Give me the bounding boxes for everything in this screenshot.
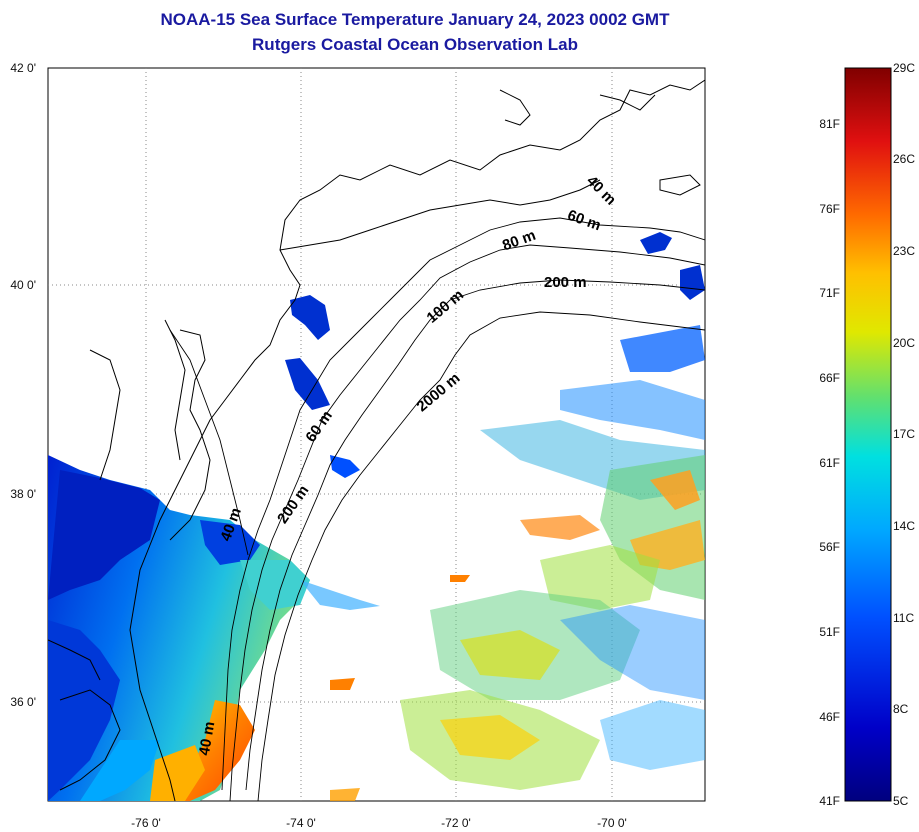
- colorbar: [844, 67, 892, 802]
- colorbar-c-label: 23C: [893, 244, 916, 258]
- latitude-label: 40 0': [10, 278, 36, 292]
- graticule: [48, 68, 705, 801]
- colorbar-c-label: 17C: [893, 427, 916, 441]
- longitude-label: -74 0': [286, 816, 316, 830]
- longitude-label: -70 0': [597, 816, 627, 830]
- longitude-label: -72 0': [441, 816, 471, 830]
- latitude-label: 38 0': [10, 487, 36, 501]
- isobaths: [169, 217, 705, 801]
- map-title: NOAA-15 Sea Surface Temperature January …: [160, 10, 670, 29]
- colorbar-f-label: 46F: [819, 710, 840, 724]
- colorbar-c-label: 8C: [893, 702, 909, 716]
- colorbar-c-label: 20C: [893, 336, 916, 350]
- map-subtitle: Rutgers Coastal Ocean Observation Lab: [252, 35, 578, 54]
- latitude-label: 42 0': [10, 61, 36, 75]
- coastline: [48, 79, 705, 801]
- sst-bay-patches: [285, 232, 705, 478]
- colorbar-f-label: 41F: [819, 794, 840, 808]
- colorbar-f-label: 66F: [819, 371, 840, 385]
- colorbar-f-label: 71F: [819, 286, 840, 300]
- longitude-label: -76 0': [131, 816, 161, 830]
- latitude-label: 36 0': [10, 695, 36, 709]
- colorbar-f-label: 76F: [819, 202, 840, 216]
- colorbar-f-label: 61F: [819, 456, 840, 470]
- isobath-label: 200 m: [544, 274, 587, 291]
- colorbar-f-label: 81F: [819, 117, 840, 131]
- colorbar-c-label: 5C: [893, 794, 909, 808]
- colorbar-c-label: 29C: [893, 61, 916, 75]
- colorbar-f-label: 51F: [819, 625, 840, 639]
- map-content: [48, 68, 705, 801]
- colorbar-c-label: 26C: [893, 152, 916, 166]
- sst-offshore-patches: [330, 325, 705, 801]
- colorbar-c-label: 11C: [893, 611, 915, 625]
- colorbar-c-label: 14C: [893, 519, 916, 533]
- colorbar-f-label: 56F: [819, 540, 840, 554]
